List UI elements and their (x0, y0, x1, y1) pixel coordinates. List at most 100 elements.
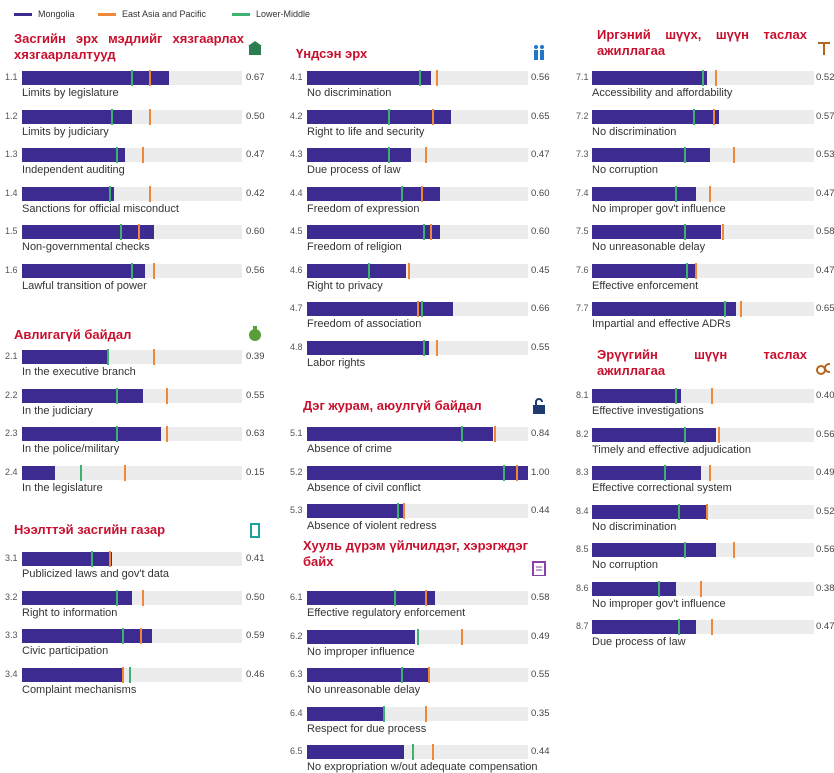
row-label: No unreasonable delay (592, 241, 706, 253)
row-code: 1.1 (5, 72, 18, 82)
bar (592, 466, 701, 480)
row-label: Due process of law (307, 164, 401, 176)
marker (166, 387, 169, 404)
bar (22, 148, 126, 162)
row-label: Independent auditing (22, 164, 125, 176)
marker (128, 666, 131, 683)
row-label: No improper gov't influence (592, 597, 726, 610)
row-label: Effective regulatory enforcement (307, 607, 466, 619)
row-code: 4.5 (290, 226, 303, 236)
bar (307, 340, 429, 355)
marker (677, 619, 680, 635)
marker (695, 262, 698, 279)
marker (733, 147, 736, 163)
bar (592, 225, 721, 239)
panel-title: Хууль дүрэм үйлчилдэг, хэрэгждэг байх (303, 538, 528, 569)
row-code: 7.2 (576, 110, 589, 121)
value-label: 0.15 (246, 466, 265, 478)
value-label: 0.60 (531, 226, 550, 237)
row-label: Effective enforcement (592, 279, 699, 292)
marker (721, 224, 724, 240)
row-code: 2.1 (5, 351, 18, 361)
row-label: Right to privacy (307, 279, 383, 292)
value-label: 0.52 (816, 72, 834, 83)
row-code: 4.8 (290, 341, 303, 352)
icon-scales (818, 42, 830, 55)
marker (733, 542, 736, 558)
marker (142, 589, 144, 606)
marker (111, 108, 114, 125)
value-label: 0.56 (816, 428, 834, 440)
marker (657, 580, 660, 597)
marker (686, 262, 689, 279)
marker (460, 426, 463, 442)
marker (436, 339, 439, 356)
value-label: 0.53 (816, 149, 834, 160)
marker (109, 185, 111, 202)
row-code: 6.2 (290, 630, 303, 641)
marker (675, 388, 678, 404)
value-label: 0.40 (816, 390, 834, 401)
marker (142, 147, 144, 163)
row-code: 6.1 (290, 592, 303, 602)
marker (122, 666, 125, 683)
marker (515, 464, 518, 481)
row-label: In the police/military (22, 443, 120, 455)
marker (124, 464, 127, 481)
row-code: 5.3 (290, 505, 303, 515)
value-label: 0.46 (246, 668, 265, 680)
bar (22, 388, 143, 403)
marker (148, 70, 151, 86)
marker (702, 70, 704, 86)
marker (436, 70, 439, 86)
row-code: 8.7 (576, 621, 589, 631)
bar (307, 668, 429, 682)
marker (153, 262, 155, 279)
value-label: 0.65 (531, 110, 550, 122)
row-label: Limits by judiciary (22, 125, 109, 138)
panel-title: Үндсэн эрх (296, 46, 368, 61)
marker (418, 70, 421, 86)
row-label: Right to information (22, 606, 118, 619)
value-label: 0.56 (246, 264, 265, 276)
marker (739, 301, 742, 317)
row-label: Non-governmental checks (22, 241, 150, 253)
marker (91, 551, 94, 567)
row-label: No improper influence (307, 645, 415, 658)
marker (425, 147, 428, 163)
bar (307, 591, 436, 605)
row-code: 1.6 (5, 264, 18, 275)
row-label: Labor rights (307, 356, 366, 369)
marker (684, 147, 687, 163)
bar (22, 465, 55, 480)
row-code: 1.2 (5, 110, 18, 121)
row-code: 4.4 (290, 187, 303, 198)
marker (715, 70, 718, 86)
marker (387, 108, 390, 125)
row-label: Accessibility and affordability (592, 87, 733, 99)
row-code: 7.7 (576, 303, 589, 313)
row-code: 8.5 (576, 544, 589, 554)
marker (115, 147, 118, 163)
bar (307, 109, 451, 124)
bar (307, 745, 405, 759)
row-label: Freedom of expression (307, 202, 420, 215)
bar (22, 225, 154, 239)
marker (699, 580, 702, 597)
marker (387, 147, 390, 163)
row-code: 1.3 (5, 149, 18, 159)
marker (493, 426, 496, 442)
row-code: 7.3 (576, 149, 589, 159)
row-code: 8.3 (576, 467, 589, 477)
value-label: 0.39 (246, 351, 265, 362)
row-label: In the legislature (22, 481, 103, 494)
row-label: Respect for due process (307, 722, 427, 735)
bar (22, 552, 113, 566)
bar (307, 629, 416, 644)
marker (423, 224, 426, 240)
marker (131, 70, 133, 86)
marker (131, 262, 133, 279)
row-code: 2.4 (5, 466, 18, 477)
panel-title: Иргэний шүүх, шүүн таслах ажиллагаа (597, 27, 807, 58)
bar (592, 148, 710, 162)
